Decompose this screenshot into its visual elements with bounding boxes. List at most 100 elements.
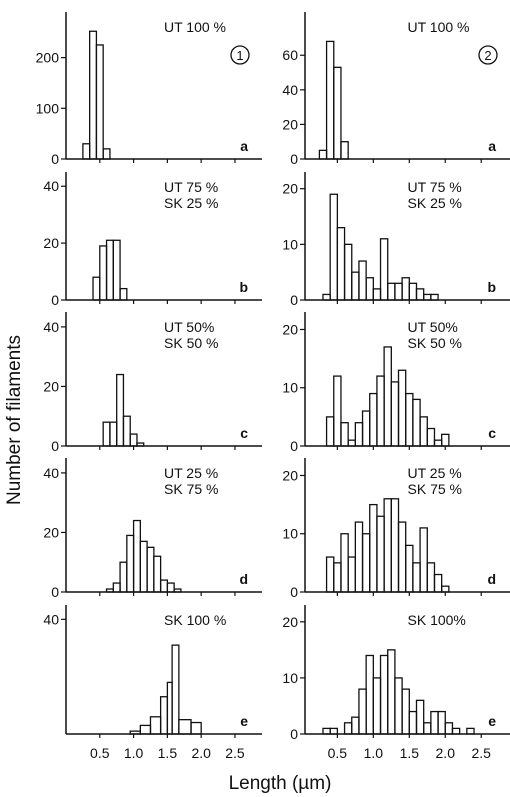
panel-letter: a — [240, 138, 248, 154]
histogram-bar — [401, 688, 410, 735]
histogram-bar — [379, 238, 389, 301]
histogram-bar — [351, 716, 360, 735]
histogram-bar — [129, 433, 138, 447]
condition-label: UT 75 % — [164, 179, 218, 195]
histogram-panel-2b: 0 10 20 UT 75 %SK 25 % b — [282, 172, 510, 308]
histogram-panel-1d: 0 20 40 UT 25 %SK 75 % d — [43, 458, 262, 600]
x-tick-label: 2.0 — [191, 745, 211, 761]
y-tick-label: 20 — [282, 467, 298, 483]
histogram-bar — [347, 439, 357, 447]
histogram-bar — [325, 40, 335, 160]
histogram-bar — [149, 716, 162, 735]
histogram-bar — [361, 410, 371, 447]
histogram-bar — [322, 293, 331, 301]
y-tick-label: 0 — [51, 292, 59, 308]
histogram-bar — [376, 375, 385, 447]
histogram-panel-1e: 40 0.5 1.0 1.5 2.0 2.5 SK 100 % e — [43, 605, 262, 761]
histogram-bar — [343, 722, 353, 735]
histogram-bar — [82, 143, 91, 160]
histogram-bar — [112, 582, 121, 593]
histogram-bar — [361, 533, 371, 593]
y-tick-label: 40 — [43, 319, 59, 335]
histogram-panel-1b: 0 20 40 UT 75 %SK 25 % b — [43, 172, 262, 308]
histogram-bar — [412, 398, 421, 447]
histogram-bar — [405, 392, 414, 447]
histogram-bar — [466, 727, 475, 735]
histogram-bar — [159, 696, 169, 735]
histogram-bar — [379, 654, 389, 735]
histogram-bar — [333, 66, 342, 160]
y-tick-label: 0 — [290, 292, 298, 308]
histogram-bar — [412, 562, 421, 593]
histogram-bar — [178, 719, 192, 735]
y-tick-label: 40 — [43, 611, 59, 627]
histogram-bar — [387, 649, 396, 735]
y-tick-label: 20 — [282, 116, 298, 132]
histogram-bar — [112, 239, 121, 301]
x-tick-label: 1.5 — [158, 745, 178, 761]
histogram-bar — [365, 654, 374, 735]
histogram-bar — [354, 422, 364, 447]
histogram-bar — [397, 369, 407, 447]
histogram-bar — [340, 533, 349, 593]
y-axis-title: Number of filaments — [4, 335, 25, 505]
y-tick-label: 20 — [282, 321, 298, 337]
histogram-bar — [102, 148, 111, 160]
condition-label: SK 25 % — [164, 195, 218, 211]
histogram-bar — [333, 375, 342, 447]
y-tick-label: 10 — [282, 380, 298, 396]
condition-label: SK 50 % — [164, 335, 218, 351]
histogram-bar — [419, 416, 428, 447]
y-tick-label: 0 — [290, 584, 298, 600]
histogram-bar — [329, 727, 339, 735]
condition-label: UT 25 % — [164, 465, 218, 481]
y-tick-label: 60 — [282, 47, 298, 63]
histogram-bar — [89, 30, 98, 160]
histogram-bar — [358, 688, 367, 735]
histogram-bar — [430, 293, 439, 301]
histogram-bar — [340, 141, 349, 160]
histogram-bar — [372, 288, 382, 301]
condition-label: UT 100 % — [164, 19, 226, 35]
histogram-bar — [369, 392, 378, 447]
y-tick-label: 0 — [51, 151, 59, 167]
y-tick-label: 0 — [51, 438, 59, 454]
histogram-bar — [351, 271, 360, 301]
histogram-bar — [383, 346, 392, 447]
histogram-bar — [333, 562, 342, 593]
histogram-bar — [343, 243, 353, 301]
y-tick-label: 20 — [282, 181, 298, 197]
figure-number-circle — [230, 45, 250, 65]
histogram-bar — [95, 44, 104, 160]
histogram-bar — [444, 722, 454, 735]
panel-letter: c — [488, 425, 496, 441]
histogram-panel-2c: 0 10 20 UT 50%SK 50 % c — [282, 312, 510, 454]
histogram-bar — [394, 677, 403, 735]
histogram-bar — [397, 521, 407, 593]
condition-label: SK 50 % — [408, 335, 462, 351]
y-tick-label: 20 — [43, 235, 59, 251]
histogram-bar — [119, 287, 128, 301]
histogram-bar — [426, 562, 436, 593]
histogram-bar — [426, 427, 436, 447]
histogram-bar — [415, 699, 425, 735]
histogram-bar — [166, 681, 173, 735]
histogram-bar — [126, 534, 135, 593]
histogram-bar — [325, 416, 335, 447]
y-tick-label: 0 — [290, 438, 298, 454]
histogram-bar — [419, 527, 428, 593]
y-tick-label: 40 — [43, 178, 59, 194]
y-tick-label: 40 — [282, 82, 298, 98]
y-tick-label: 10 — [282, 526, 298, 542]
histogram-bar — [105, 239, 114, 301]
histogram-bar — [390, 381, 400, 447]
panel-letter: a — [488, 138, 496, 154]
histogram-bar — [105, 588, 114, 593]
histogram-bar — [136, 442, 145, 447]
condition-label: UT 25 % — [408, 465, 462, 481]
x-tick-label: 1.5 — [400, 745, 420, 761]
histogram-panel-1a: 0 100 200 UT 100 % a 1 — [36, 12, 262, 167]
histogram-panel-2a: 0 20 40 60 UT 100 % a 2 — [282, 12, 510, 167]
histogram-bar — [408, 282, 418, 301]
